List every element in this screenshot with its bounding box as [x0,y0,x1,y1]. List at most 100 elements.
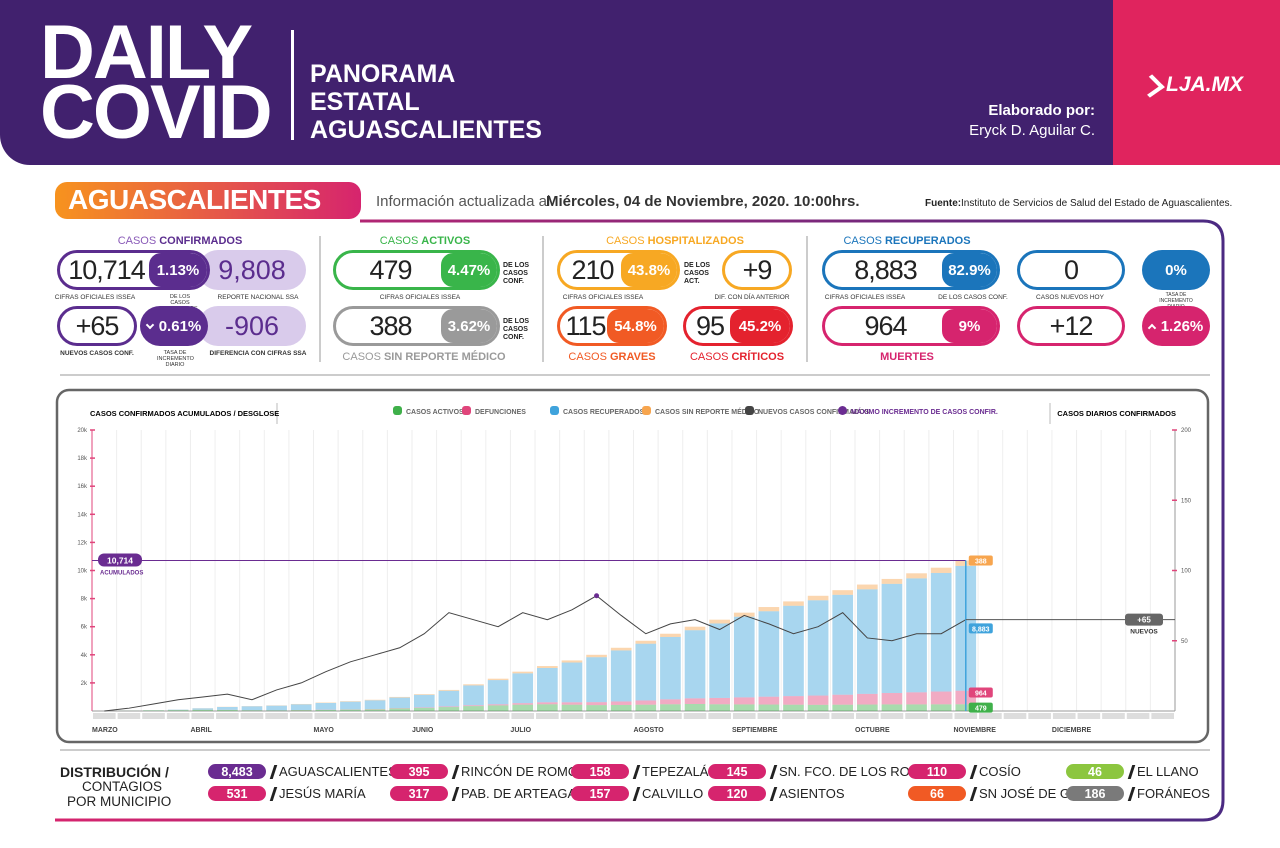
municipality-count: 186 [1066,786,1124,801]
bar-segment [832,590,854,595]
bar-segment [413,707,435,711]
stat-pill: 8,883 82.9% [822,250,1000,290]
bar-segment [340,709,361,711]
bar-segment [290,710,312,711]
end-label: 388 [975,558,987,565]
new-label: +65 [1137,616,1151,625]
stat-value: 9,808 [218,254,286,285]
bar-segment [783,601,804,606]
municipality-count: 317 [390,786,448,801]
bar-segment [192,709,214,711]
bar-segment [856,693,878,705]
bar-segment [807,704,829,711]
stat-block: -906 [198,306,306,346]
legend-swatch [393,406,402,415]
legend-label: NUEVOS CASOS CONFIRMADOS [758,409,870,416]
bar-segment [586,657,607,703]
caption: DIF. CON DÍA ANTERIOR [714,294,790,301]
caption: REPORTE NACIONAL SSA [217,294,299,301]
bar-segment [758,696,780,705]
bar-segment [487,680,509,705]
municipality-name: EL LLANO [1137,764,1199,779]
separators [319,236,808,362]
bar-segment [512,673,534,704]
stat-value: 1.26% [1160,317,1204,335]
legend-separators [276,403,1051,424]
stat-percent: 82.9% [942,253,997,287]
x-tick-label: NOVIEMBRE [953,727,996,734]
x-strip [216,713,239,719]
bar-segment [930,704,952,711]
bar-segment [856,584,878,590]
x-strip [511,713,535,719]
x-strip [634,713,658,719]
bar-segment [389,708,411,711]
x-strip [1028,713,1051,719]
bar-segment [413,694,435,708]
bar-segment [463,684,484,686]
stat-block: 9,808 [198,250,306,290]
source-label: Fuente: [925,198,962,209]
stat-percent: 54.8% [607,309,664,343]
line [104,595,967,712]
stat-value: +9 [742,254,773,285]
x-strip [93,713,116,719]
legend-label: MÁXIMO INCREMENTO DE CASOS CONFIR. [851,407,998,416]
bar-segment [906,704,927,711]
stat-value: 479 [369,254,412,285]
bar-segment [635,640,657,644]
new-caption: NUEVOS [1130,629,1158,636]
stat-block: 0.61% [140,306,208,346]
y2-tick-label: 50 [1181,639,1188,645]
y-tick-label: 12k [77,540,88,546]
bar-segment [881,693,903,705]
bar-segment [832,704,854,711]
bar-segment [783,704,804,711]
x-strip [954,713,978,719]
bar-segment [930,572,952,692]
distribution-heading: DISTRIBUCIÓN / [60,764,169,780]
x-strip [1052,713,1076,719]
municipality-name: COSÍO [979,764,1021,779]
bar-segment [364,709,386,711]
stat-value: 0% [1165,261,1187,279]
x-strip [412,713,436,719]
region-badge [55,182,361,219]
note: DE LOS CASOS CONF. [503,318,530,341]
y-tick-label: 16k [77,484,88,490]
bar-segment [660,636,681,700]
municipality-name: RINCÓN DE ROMOS [461,764,587,779]
bar-segment [586,705,607,711]
x-strip [437,713,461,719]
stat-pill: 115 54.8% [557,306,667,346]
heading-part: CASOS [379,235,419,247]
municipality-name: AGUASCALIENTES [279,764,397,779]
heading-part: GRAVES [609,351,656,363]
x-strip [486,713,510,719]
caption: TASA DE INCREMENTO DIARIO [157,350,194,368]
bar-segment [783,696,804,705]
stat-block: 1.26% [1142,306,1210,346]
bar-segment [487,678,509,681]
stat-pill: 10,714 1.13% [57,250,210,290]
bar-segment [906,578,927,693]
bar-segment [512,671,534,674]
stat-value: 210 [571,254,614,285]
bar-segment [438,689,460,691]
bar-segment [438,707,460,711]
title-rule [291,30,294,140]
bar-segment [266,710,287,711]
x-strip [560,713,584,719]
legend-swatch [550,406,559,415]
section-heading: CASOS HOSPITALIZADOS [606,235,744,247]
x-tick-label: MAYO [314,727,335,734]
bar-segment [832,694,854,705]
bar-segment [807,600,829,696]
x-strip [880,713,904,719]
chart-box [55,388,1210,744]
stat-percent: 3.62% [441,309,497,343]
title: DAILY [40,10,253,95]
bar-segment [610,650,632,702]
x-strip [1151,713,1174,719]
caption: CIFRAS OFICIALES ISSEA [562,294,644,301]
